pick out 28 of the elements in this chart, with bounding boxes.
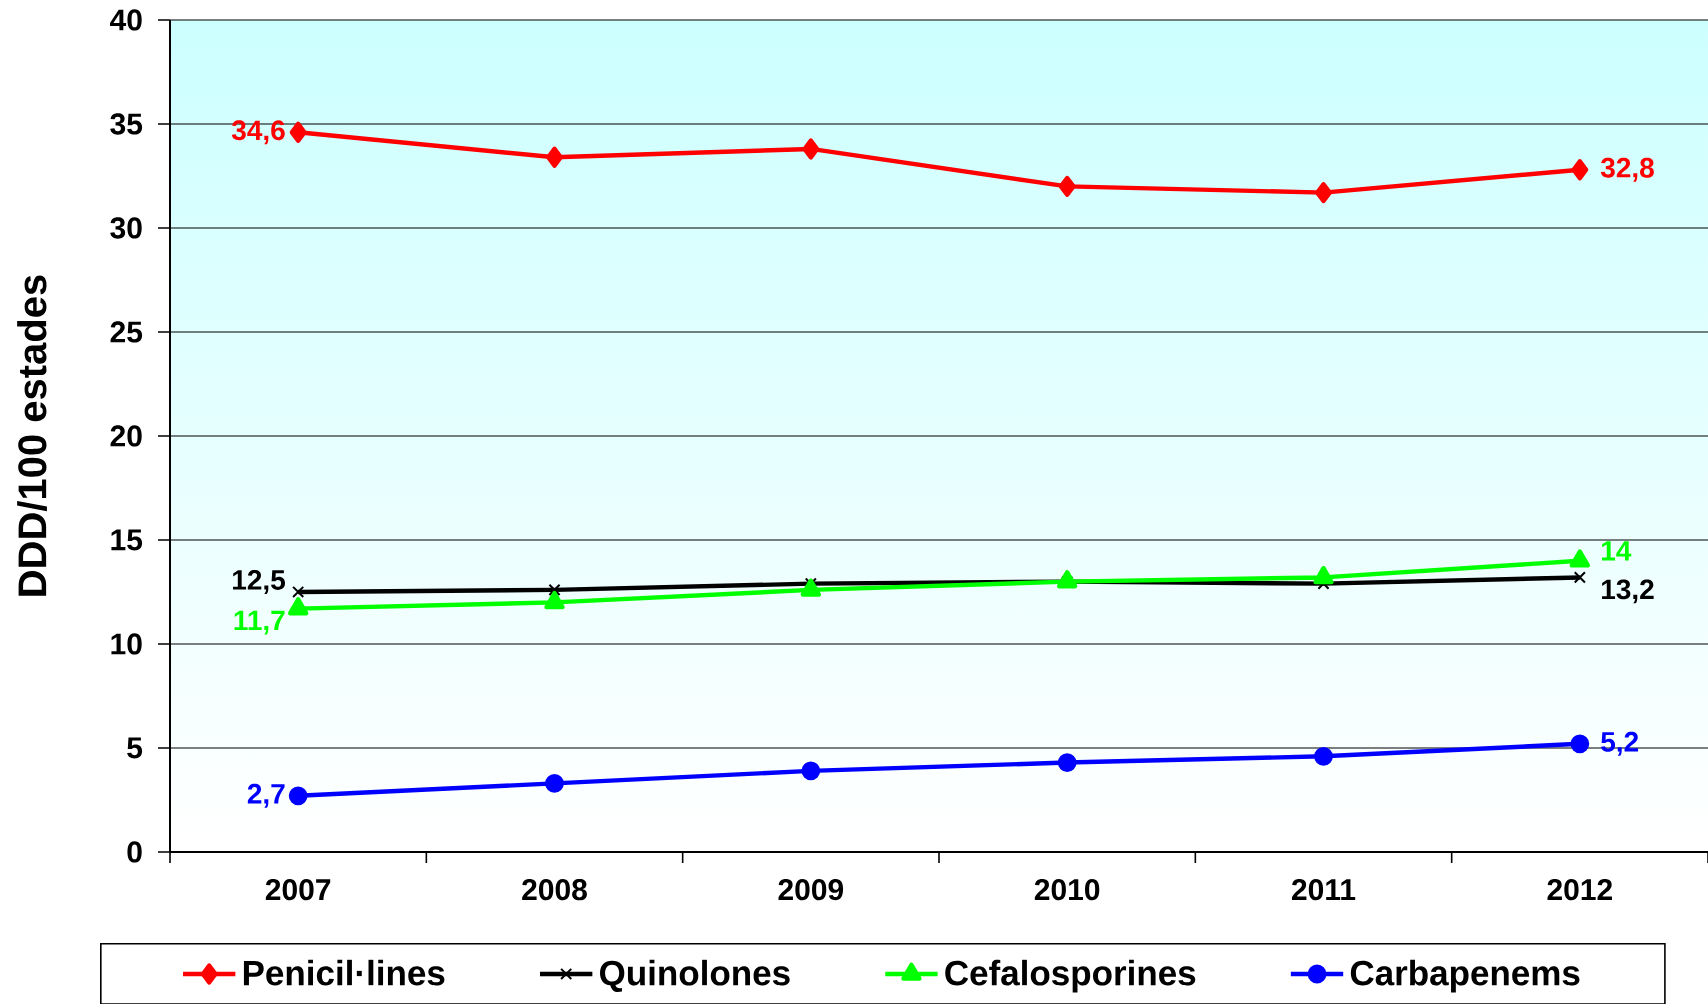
y-tick-label: 15: [111, 529, 143, 551]
x-tick-label: 2011: [1292, 879, 1356, 901]
data-label: 34,6: [231, 120, 285, 145]
data-label: 5,2: [1601, 731, 1639, 756]
legend-label: Cefalosporines: [945, 959, 1196, 993]
data-label: 11,7: [234, 610, 285, 635]
x-tick-label: 2007: [265, 879, 331, 901]
x-tick-label: 2009: [778, 879, 844, 901]
y-tick-label: 5: [127, 737, 143, 759]
data-label: 2,7: [247, 783, 285, 808]
y-tick-label: 0: [127, 841, 142, 863]
data-label: 14: [1602, 541, 1632, 561]
y-tick-label: 40: [110, 9, 142, 31]
y-tick-label: 25: [110, 321, 143, 343]
data-label: 32,8: [1600, 157, 1654, 182]
y-tick-label: 30: [110, 217, 142, 239]
y-tick-label: 35: [110, 113, 143, 135]
x-tick-label: 2012: [1547, 879, 1612, 901]
data-label: 13,2: [1602, 579, 1654, 604]
x-tick-label: 2010: [1034, 879, 1100, 901]
x-tick-label: 2008: [522, 879, 587, 901]
y-tick-label: 20: [110, 425, 142, 447]
legend-label: Penicil·lines: [243, 959, 445, 986]
legend-label: Quinolones: [600, 959, 790, 993]
legend-label: Carbapenems: [1350, 959, 1580, 993]
y-axis-title: DDD/100 estades: [17, 275, 47, 596]
data-label: 12,5: [233, 570, 285, 594]
y-tick-label: 10: [111, 633, 142, 655]
